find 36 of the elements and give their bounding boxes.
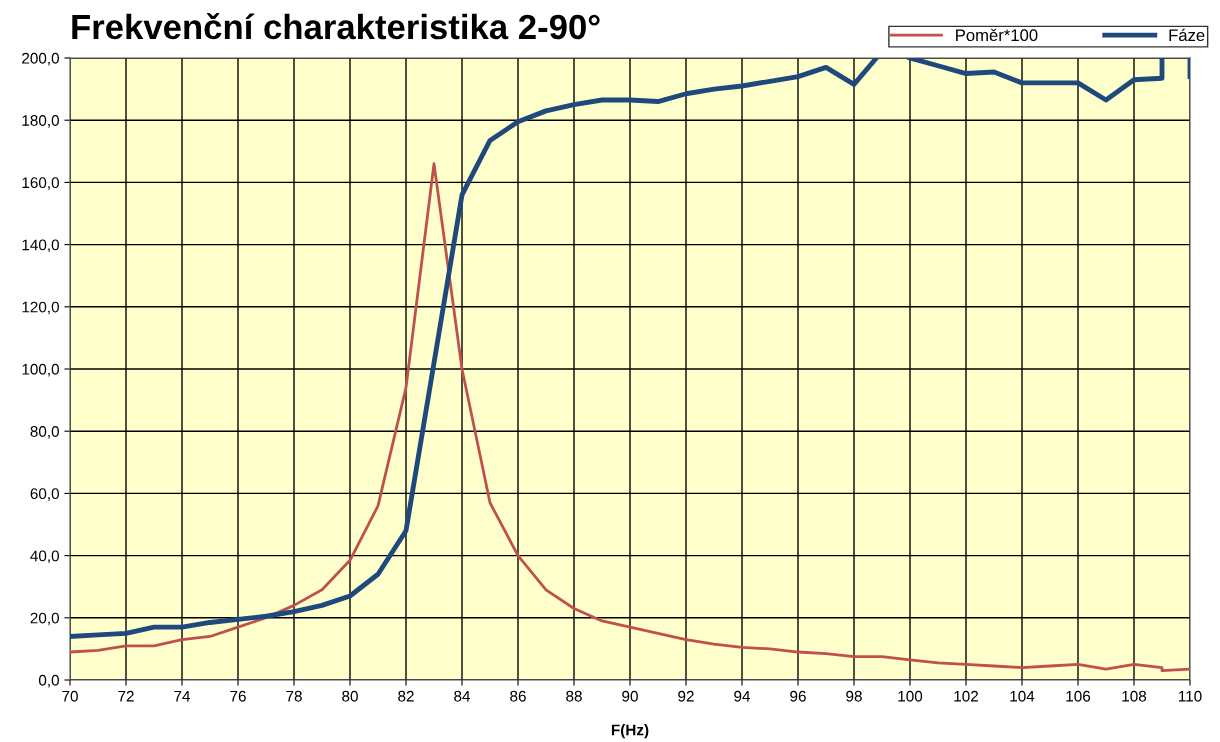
x-tick-label: 90	[622, 690, 638, 702]
x-tick-label: 78	[286, 690, 302, 702]
y-tick-label: 180,0	[22, 115, 59, 128]
x-tick-label: 88	[566, 690, 582, 702]
x-axis-title: F(Hz)	[611, 724, 649, 739]
x-tick-label: 106	[1066, 690, 1091, 702]
chart-title: Frekvenční charakteristika 2-90°	[72, 13, 600, 40]
x-tick-label: 110	[1178, 690, 1202, 702]
x-tick-label: 108	[1122, 690, 1147, 702]
x-tick-label: 84	[454, 690, 471, 702]
y-tick-label: 40,0	[30, 550, 59, 564]
y-tick-label: 200,0	[22, 52, 59, 66]
legend-label: Fáze	[1169, 28, 1205, 42]
x-tick-label: 72	[118, 690, 134, 702]
y-tick-label: 0,0	[38, 674, 59, 688]
x-tick-label: 70	[62, 690, 78, 702]
x-tick-label: 76	[230, 690, 246, 702]
y-tick-label: 160,0	[22, 177, 59, 190]
x-tick-label: 86	[510, 690, 526, 702]
x-tick-label: 74	[174, 690, 191, 702]
x-tick-label: 96	[790, 690, 806, 702]
x-tick-label: 102	[954, 690, 978, 702]
y-tick-label: 120,0	[22, 301, 59, 315]
y-tick-label: 20,0	[30, 612, 59, 626]
legend-label: Poměr*100	[956, 28, 1038, 42]
x-tick-label: 98	[846, 690, 862, 702]
x-tick-label: 82	[398, 690, 414, 702]
x-tick-label: 100	[898, 690, 923, 702]
x-tick-label: 104	[1010, 690, 1035, 702]
y-tick-label: 140,0	[22, 239, 59, 253]
y-tick-label: 80,0	[30, 426, 59, 439]
y-tick-label: 100,0	[22, 363, 59, 377]
y-tick-label: 60,0	[30, 488, 59, 501]
x-tick-label: 94	[734, 690, 751, 702]
x-tick-label: 92	[678, 690, 694, 702]
x-tick-label: 80	[342, 690, 358, 702]
